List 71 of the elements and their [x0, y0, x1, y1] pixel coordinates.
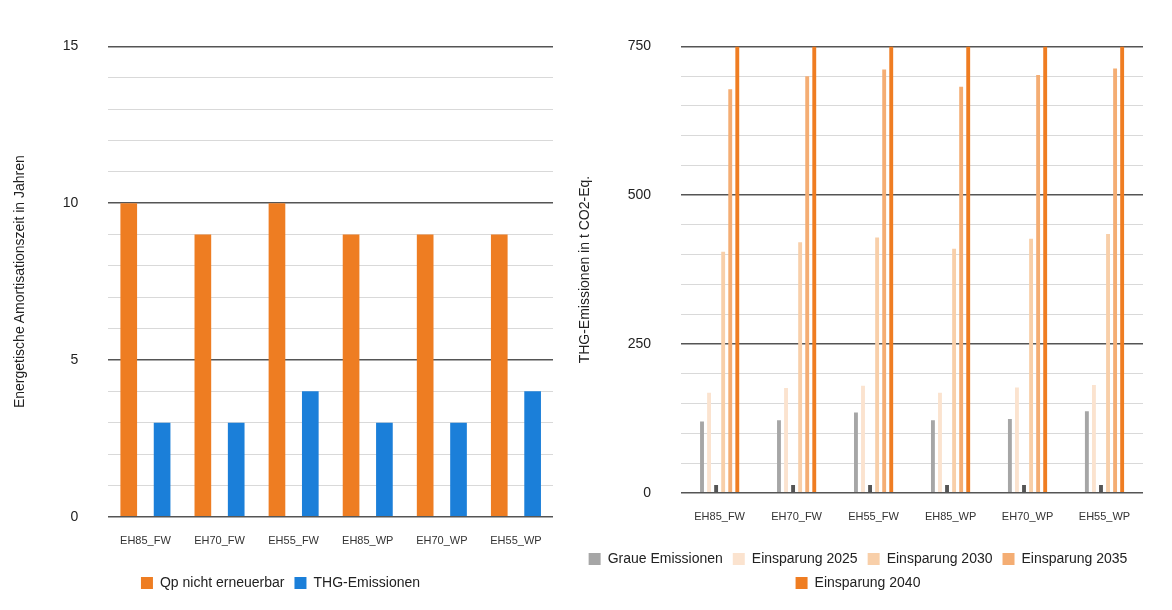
x-tick-label: EH70_FW	[194, 534, 246, 547]
x-tick-label: EH55_WP	[1078, 510, 1131, 523]
x-tick-label: EH55_WP	[490, 534, 542, 547]
bar	[376, 422, 393, 517]
bar	[490, 234, 508, 517]
y-tick-label: 10	[62, 194, 79, 211]
x-tick-label: EH70_WP	[1001, 510, 1054, 523]
bar	[952, 248, 957, 493]
bar	[1106, 233, 1110, 493]
bar	[194, 234, 212, 517]
y-tick-label: 250	[627, 334, 652, 351]
x-tick-label: EH85_WP	[924, 510, 977, 523]
bar	[728, 89, 733, 493]
bar	[342, 234, 360, 517]
bar	[889, 46, 894, 493]
y-tick-label: 500	[627, 186, 652, 203]
bar	[938, 392, 942, 493]
y-tick-label: 15	[62, 37, 79, 54]
legend-label: Einsparung 2025	[751, 549, 858, 566]
y-tick-label: 750	[627, 37, 652, 54]
bar	[777, 420, 781, 493]
bar	[854, 412, 858, 493]
legend-label: Einsparung 2040	[814, 573, 921, 590]
bar	[882, 69, 887, 493]
y-axis-title: Energetische Amortisationszeit in Jahren	[11, 155, 28, 409]
bar	[1007, 419, 1012, 493]
bar	[1015, 387, 1019, 493]
bar	[798, 242, 803, 493]
bar	[735, 46, 740, 493]
bar	[721, 251, 726, 493]
bar	[966, 46, 971, 493]
bar	[875, 237, 880, 493]
x-tick-label: EH70_FW	[771, 510, 823, 523]
legend-label: THG-Emissionen	[313, 573, 421, 590]
x-tick-label: EH70_WP	[416, 534, 468, 547]
bar	[707, 392, 711, 493]
bar	[1084, 411, 1089, 493]
x-tick-label: EH85_FW	[694, 510, 746, 523]
bar	[153, 422, 171, 517]
bar	[959, 86, 964, 493]
x-tick-label: EH55_FW	[848, 510, 900, 523]
bar	[784, 388, 788, 493]
bar	[524, 391, 541, 517]
bar	[1091, 385, 1096, 493]
bar	[812, 46, 817, 493]
x-tick-label: EH55_FW	[268, 534, 320, 547]
legend-label: Qp nicht erneuerbar	[159, 573, 285, 590]
bar	[1029, 238, 1034, 493]
bar	[1120, 46, 1125, 493]
bar	[700, 421, 704, 493]
bar	[805, 76, 810, 493]
bar	[1036, 74, 1041, 493]
bar	[227, 422, 245, 517]
y-tick-label: 0	[643, 483, 652, 500]
legend-label: Einsparung 2035	[1021, 549, 1128, 566]
legend-label: Einsparung 2030	[886, 549, 993, 566]
bar	[416, 234, 434, 517]
legend-label: Graue Emissionen	[607, 549, 723, 566]
bar	[1113, 68, 1118, 493]
bar	[861, 385, 865, 493]
bar	[301, 391, 319, 517]
y-tick-label: 0	[70, 507, 79, 524]
bar	[930, 420, 935, 493]
y-tick-label: 5	[70, 350, 79, 367]
x-tick-label: EH85_FW	[120, 534, 172, 547]
bar	[450, 422, 467, 517]
bar	[268, 203, 286, 517]
bar	[120, 203, 138, 517]
y-axis-title: THG-Emissionen in t CO2-Eq.	[576, 175, 593, 364]
x-tick-label: EH85_WP	[342, 534, 394, 547]
bar	[1043, 46, 1048, 493]
